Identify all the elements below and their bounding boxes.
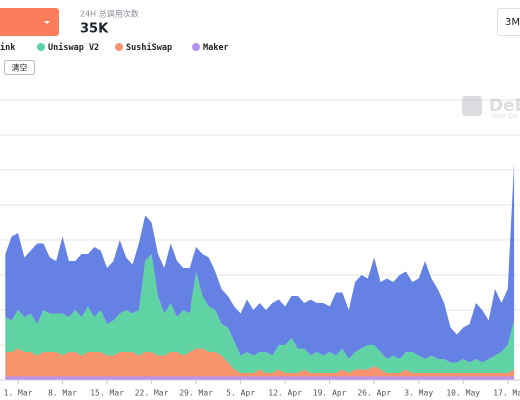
area <box>5 163 515 363</box>
x-axis: 1. Mar 8. Mar 15. Mar 22. Mar 29. Mar 5. Apr 1… <box>0 379 520 398</box>
x-tick-label: 19. Apr <box>313 389 347 398</box>
legend-label: Uniswap V2 <box>48 42 99 53</box>
watermark-logo <box>462 96 482 116</box>
x-tick-label: 12. Apr <box>268 389 302 398</box>
areas <box>5 163 515 380</box>
legend: ink Uniswap V2 SushiSwap Maker <box>0 42 229 53</box>
clear-button[interactable] <box>4 60 35 75</box>
x-tick-label: 5. Apr <box>226 389 255 398</box>
selector-button[interactable] <box>0 8 59 36</box>
range-label: 3M <box>505 17 520 28</box>
watermark: DeBank Your De <box>462 96 520 120</box>
x-tick-label: 22. Mar <box>135 389 169 398</box>
x-tick-label: 26. Apr <box>357 389 391 398</box>
caret <box>44 21 50 24</box>
x-tick-label: 8. Mar <box>48 389 77 398</box>
range-button[interactable] <box>497 8 520 36</box>
legend-swatch <box>115 43 123 51</box>
legend-swatch <box>192 43 200 51</box>
watermark-brand: DeBank <box>489 96 520 116</box>
legend-label: SushiSwap <box>126 42 172 53</box>
x-tick-label: 17. Ma <box>493 389 520 398</box>
x-tick-label: 15. Mar <box>90 389 124 398</box>
area <box>5 376 515 380</box>
watermark-tagline: Your De <box>490 112 518 120</box>
metric-label: 24H 总调用次数 <box>80 9 139 19</box>
area <box>5 348 515 377</box>
legend-label: Maker <box>203 43 229 53</box>
x-tick-label: 1. Mar <box>4 389 33 398</box>
legend-swatch <box>37 43 45 51</box>
x-tick-label: 10. May <box>446 389 480 398</box>
area <box>5 254 515 373</box>
clear-label: 清空 <box>12 63 28 73</box>
metric-value: 35K <box>80 22 109 37</box>
x-tick-label: 29. Mar <box>179 389 213 398</box>
x-tick-label: 3. May <box>404 389 433 398</box>
legend-label: ink <box>0 42 15 53</box>
